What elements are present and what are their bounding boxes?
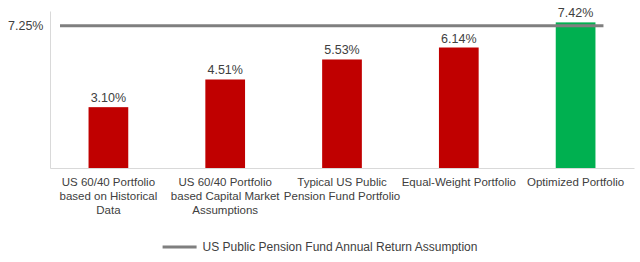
bar [205, 79, 245, 168]
chart: US 60/40 Portfolio based on Historical Dat… [0, 0, 640, 262]
label-line: US 60/40 Portfolio [62, 176, 155, 188]
reference-label: 7.25% [8, 19, 43, 33]
data-label: 3.10% [91, 91, 126, 105]
data-label: 6.14% [441, 32, 476, 46]
data-labels: 3.10% 4.51% 5.53% 6.14% 7.42% [91, 6, 594, 105]
x-axis-line [51, 168, 635, 169]
x-tick: Optimized Portfolio [527, 176, 624, 188]
legend-swatch [163, 246, 197, 249]
label-line: Data [96, 204, 121, 216]
label-line: Typical US Public [297, 176, 387, 188]
plot-area [60, 22, 603, 168]
x-tick-label: US 60/40 Portfolio based Capital Market As… [171, 176, 280, 216]
x-tick-label: Equal-Weight Portfolio [402, 176, 516, 188]
x-tick: Equal-Weight Portfolio [402, 176, 516, 188]
bar [322, 59, 362, 168]
x-tick-label: Optimized Portfolio [527, 176, 624, 188]
y-axis [50, 12, 51, 169]
label-line: Assumptions [192, 204, 258, 216]
x-tick: US 60/40 Portfolio based Capital Market As… [171, 176, 280, 216]
label-line: US 60/40 Portfolio [179, 176, 272, 188]
x-axis: US 60/40 Portfolio based on Historical Dat… [51, 169, 635, 216]
label-line: Optimized Portfolio [527, 176, 624, 188]
label-line: Equal-Weight Portfolio [402, 176, 516, 188]
reference-line [60, 24, 603, 27]
label-line: based Capital Market [171, 190, 280, 202]
x-tick-label: US 60/40 Portfolio based on Historical Dat… [59, 176, 157, 216]
x-tick: US 60/40 Portfolio based on Historical Dat… [59, 176, 157, 216]
bar [89, 107, 129, 168]
x-tick: Typical US Public Pension Fund Portfolio [284, 176, 400, 202]
bar [439, 48, 479, 168]
data-label: 7.42% [558, 6, 593, 20]
legend: US Public Pension Fund Annual Return Ass… [163, 240, 478, 254]
x-tick-label: Typical US Public Pension Fund Portfolio [284, 176, 400, 202]
legend-label: US Public Pension Fund Annual Return Ass… [203, 240, 478, 254]
label-line: Pension Fund Portfolio [284, 190, 400, 202]
bar [556, 22, 596, 168]
label-line: based on Historical [59, 190, 157, 202]
data-label: 4.51% [207, 63, 242, 77]
data-label: 5.53% [324, 43, 359, 57]
y-axis-line [50, 12, 51, 169]
